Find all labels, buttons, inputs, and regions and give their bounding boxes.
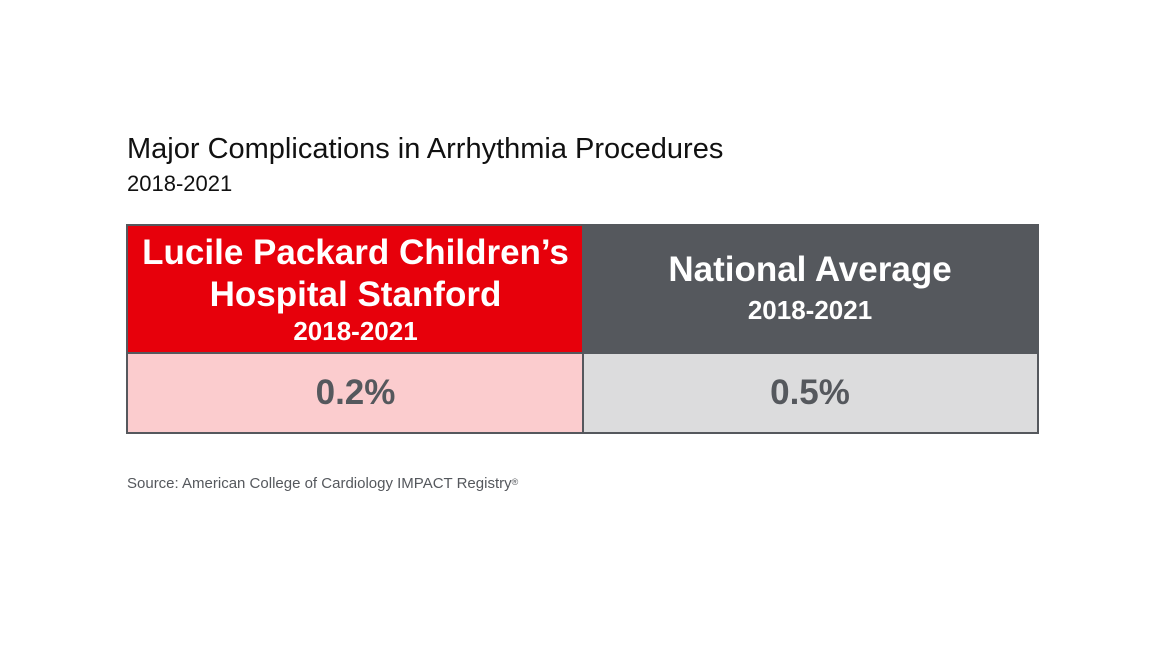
header-national-average: National Average 2018-2021 — [583, 226, 1037, 352]
national-average-years: 2018-2021 — [747, 295, 873, 325]
hospital-name-line1: Lucile Packard Children’s — [142, 233, 569, 272]
value-cell-hospital: 0.2% — [128, 352, 583, 432]
source-text: Source: American College of Cardiology I… — [127, 475, 512, 492]
national-average-value: 0.5% — [770, 373, 850, 412]
source-note: Source: American College of Cardiology I… — [127, 474, 518, 494]
comparison-table: Lucile Packard Children’s Hospital Stanf… — [126, 224, 1039, 434]
column-divider — [582, 226, 584, 432]
hospital-name-line2: Hospital Stanford — [209, 275, 502, 314]
hospital-value: 0.2% — [315, 373, 396, 412]
national-average-name: National Average — [668, 250, 952, 289]
header-hospital: Lucile Packard Children’s Hospital Stanf… — [128, 226, 583, 352]
hospital-years: 2018-2021 — [293, 316, 418, 346]
registered-mark: ® — [511, 477, 519, 487]
chart-title: Major Complications in Arrhythmia Proced… — [127, 133, 724, 165]
chart-subtitle: 2018-2021 — [127, 171, 233, 196]
value-cell-national-average: 0.5% — [583, 352, 1037, 432]
